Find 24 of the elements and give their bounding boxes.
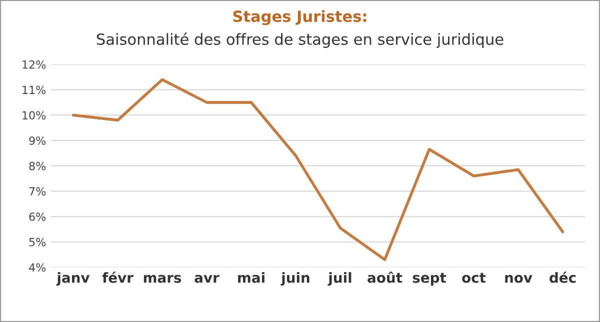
y-tick-label: 12% bbox=[22, 60, 46, 69]
x-tick-label: oct bbox=[462, 272, 486, 283]
y-tick-label: 6% bbox=[29, 212, 46, 221]
line-series bbox=[72, 78, 564, 262]
x-tick-label: juin bbox=[280, 272, 310, 286]
chart-subtitle: Saisonnalité des offres de stages en service juridique bbox=[96, 32, 504, 48]
y-tick-label: 10% bbox=[22, 111, 46, 120]
y-tick-label: 7% bbox=[29, 187, 46, 196]
y-tick-label: 4% bbox=[29, 263, 46, 272]
x-tick-label: mars bbox=[144, 274, 182, 283]
x-tick-label: nov bbox=[505, 274, 532, 283]
x-tick-label: févr bbox=[102, 272, 134, 283]
x-tick-label: sept bbox=[412, 272, 446, 286]
x-tick-label: janv bbox=[56, 272, 90, 286]
y-tick-label: 9% bbox=[29, 136, 46, 145]
x-tick-label: juil bbox=[328, 272, 352, 286]
x-tick-label: mai bbox=[238, 272, 264, 283]
x-tick-label: avr bbox=[194, 274, 220, 283]
y-tick-label: 8% bbox=[29, 162, 46, 170]
x-tick-label: déc bbox=[550, 272, 576, 283]
y-tick-label: 11% bbox=[22, 86, 46, 94]
y-tick-label: 5% bbox=[29, 238, 46, 246]
chart-title: Stages Juristes: bbox=[233, 10, 366, 26]
x-tick-label: août bbox=[368, 272, 402, 283]
